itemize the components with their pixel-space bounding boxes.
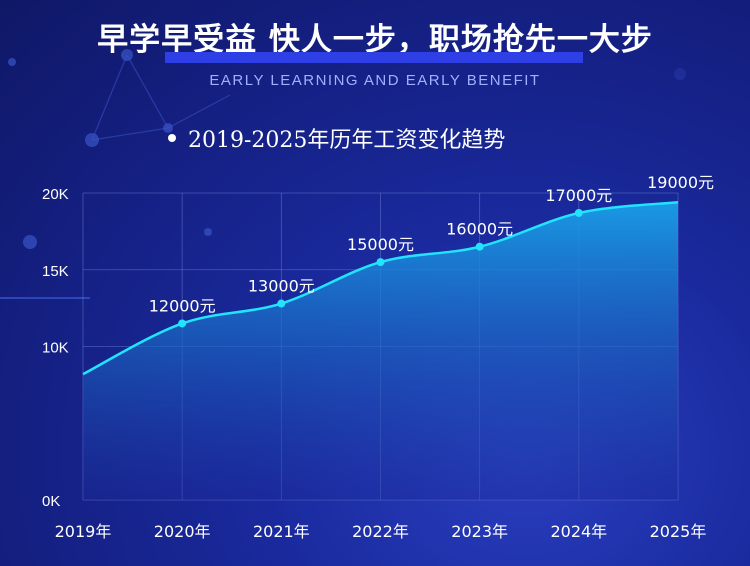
data-point (376, 258, 385, 267)
page-subtitle: EARLY LEARNING AND EARLY BENEFIT (209, 72, 541, 89)
chart-heading: 2019-2025年历年工资变化趋势 (168, 122, 505, 154)
title-underline-bar (165, 52, 583, 63)
y-tick-label: 20K (42, 186, 69, 203)
data-point (574, 208, 583, 217)
data-label: 17000元 (545, 186, 612, 205)
x-tick-label: 2022年 (352, 522, 409, 541)
y-tick-label: 0K (42, 493, 60, 510)
data-point (475, 242, 484, 251)
chart-marks: 12000元 13000元 15000元 16000元 17000元 19000元 (149, 173, 714, 328)
data-label: 12000元 (149, 296, 216, 315)
y-tick-label: 15K (42, 263, 69, 280)
area-fill (83, 202, 678, 500)
y-tick-label: 10K (42, 340, 69, 357)
data-label: 15000元 (347, 235, 414, 254)
data-label: 13000元 (248, 277, 315, 296)
bullet-dot-icon (168, 134, 176, 142)
chart-heading-text: 2019-2025年历年工资变化趋势 (188, 128, 506, 153)
data-point (277, 299, 286, 308)
x-tick-label: 2019年 (55, 522, 112, 541)
x-tick-label: 2024年 (550, 522, 607, 541)
data-point (178, 319, 187, 328)
data-label: 16000元 (446, 220, 513, 239)
x-tick-label: 2023年 (451, 522, 508, 541)
x-tick-label: 2021年 (253, 522, 310, 541)
x-tick-label: 2020年 (154, 522, 211, 541)
data-label: 19000元 (647, 173, 714, 192)
x-tick-label: 2025年 (650, 522, 707, 541)
